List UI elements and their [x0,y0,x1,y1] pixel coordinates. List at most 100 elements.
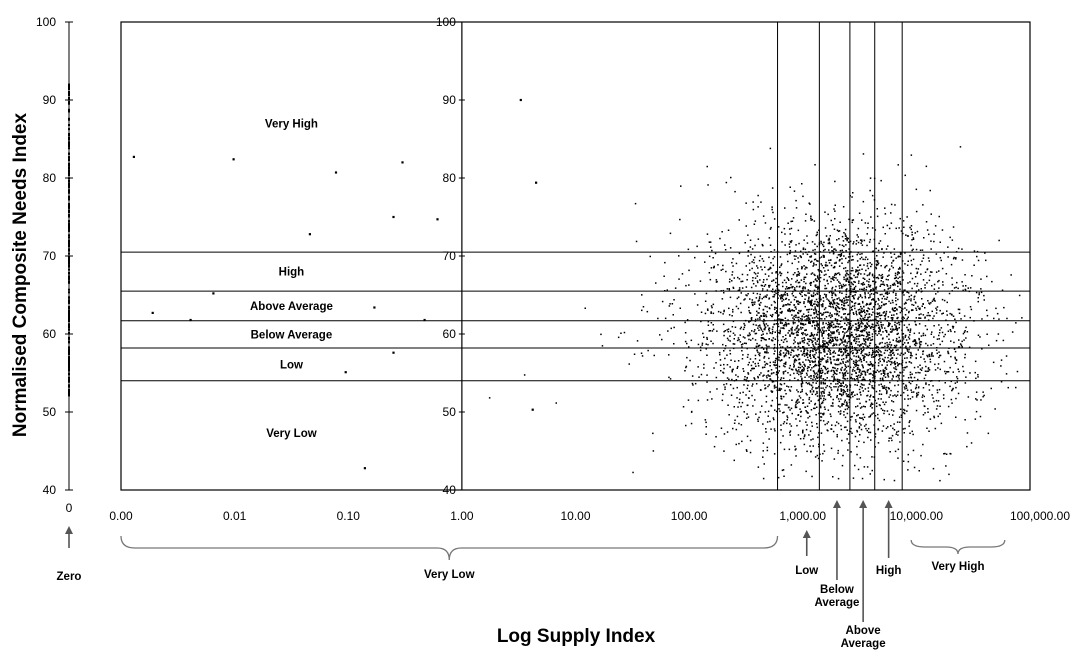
data-point [773,308,776,311]
data-point [834,218,836,220]
data-point [844,348,847,351]
data-point [789,390,792,392]
data-point [814,243,816,245]
data-point [856,328,858,330]
arrow-head-icon [65,526,73,534]
data-point [760,329,763,331]
data-point [835,294,837,297]
data-point [861,219,863,221]
data-point [754,378,756,380]
data-point [722,289,725,292]
data-point [919,368,922,370]
data-point [830,331,832,333]
data-point [868,399,871,401]
data-point [851,370,854,372]
data-point [839,291,841,294]
data-point [806,374,808,376]
data-point [808,298,810,300]
data-point [879,329,881,331]
data-point [947,371,950,373]
data-point [871,274,874,277]
data-point [832,278,834,280]
data-point [942,281,944,283]
data-point [784,334,787,336]
data-point [899,346,902,348]
data-point [747,334,749,337]
data-point [927,300,929,302]
data-point [880,265,882,267]
data-point [762,312,764,315]
data-point [824,284,826,287]
data-point [782,324,785,327]
data-point [761,297,763,300]
data-point [798,401,800,403]
data-point [818,369,821,372]
data-point [831,286,834,289]
data-point [910,298,912,300]
data-point [881,346,883,349]
data-point [863,384,865,386]
data-point [849,312,851,314]
data-point [896,273,899,276]
data-point [848,337,850,340]
data-point [848,322,851,324]
data-point [794,358,796,360]
data-point [873,299,875,301]
data-point [828,325,831,327]
data-point [848,253,851,255]
data-point [782,469,785,471]
data-point [898,336,900,339]
data-point [729,366,731,368]
data-point [855,290,857,292]
data-point [935,399,938,402]
data-point [842,337,844,340]
data-point [862,277,864,279]
data-point [766,289,769,291]
data-point [871,469,873,472]
data-point [780,349,782,352]
data-point [789,233,791,235]
data-point [874,436,877,438]
data-point [793,366,795,368]
data-point [823,391,825,393]
data-point [820,393,823,395]
data-point [833,379,835,381]
data-point [832,250,835,252]
data-point [869,342,872,344]
data-point [759,352,761,354]
data-point [848,260,851,262]
data-point [784,304,787,306]
data-point [797,355,799,358]
data-point [853,288,856,290]
data-point [797,316,799,319]
data-point [745,417,748,419]
data-point [863,319,865,321]
data-point [834,352,837,354]
data-point [796,399,799,402]
data-point [895,395,897,398]
data-point [725,181,728,184]
data-point [792,349,794,351]
data-point [814,300,816,303]
data-point [767,415,769,417]
data-point [964,274,966,276]
data-point [964,289,967,291]
data-point [734,360,736,362]
data-point [800,320,803,322]
data-point [822,399,825,402]
data-point [880,354,882,356]
data-point [771,340,774,342]
data-point [766,278,768,281]
data-point [855,338,858,340]
data-point [845,354,847,357]
data-point [794,405,797,407]
data-point [775,371,778,374]
data-point [864,353,866,355]
data-point [833,274,836,276]
data-point [909,329,912,332]
data-point [980,278,982,280]
data-point [819,276,822,279]
data-point [830,361,832,363]
data-point [867,427,870,430]
data-point [920,288,922,290]
